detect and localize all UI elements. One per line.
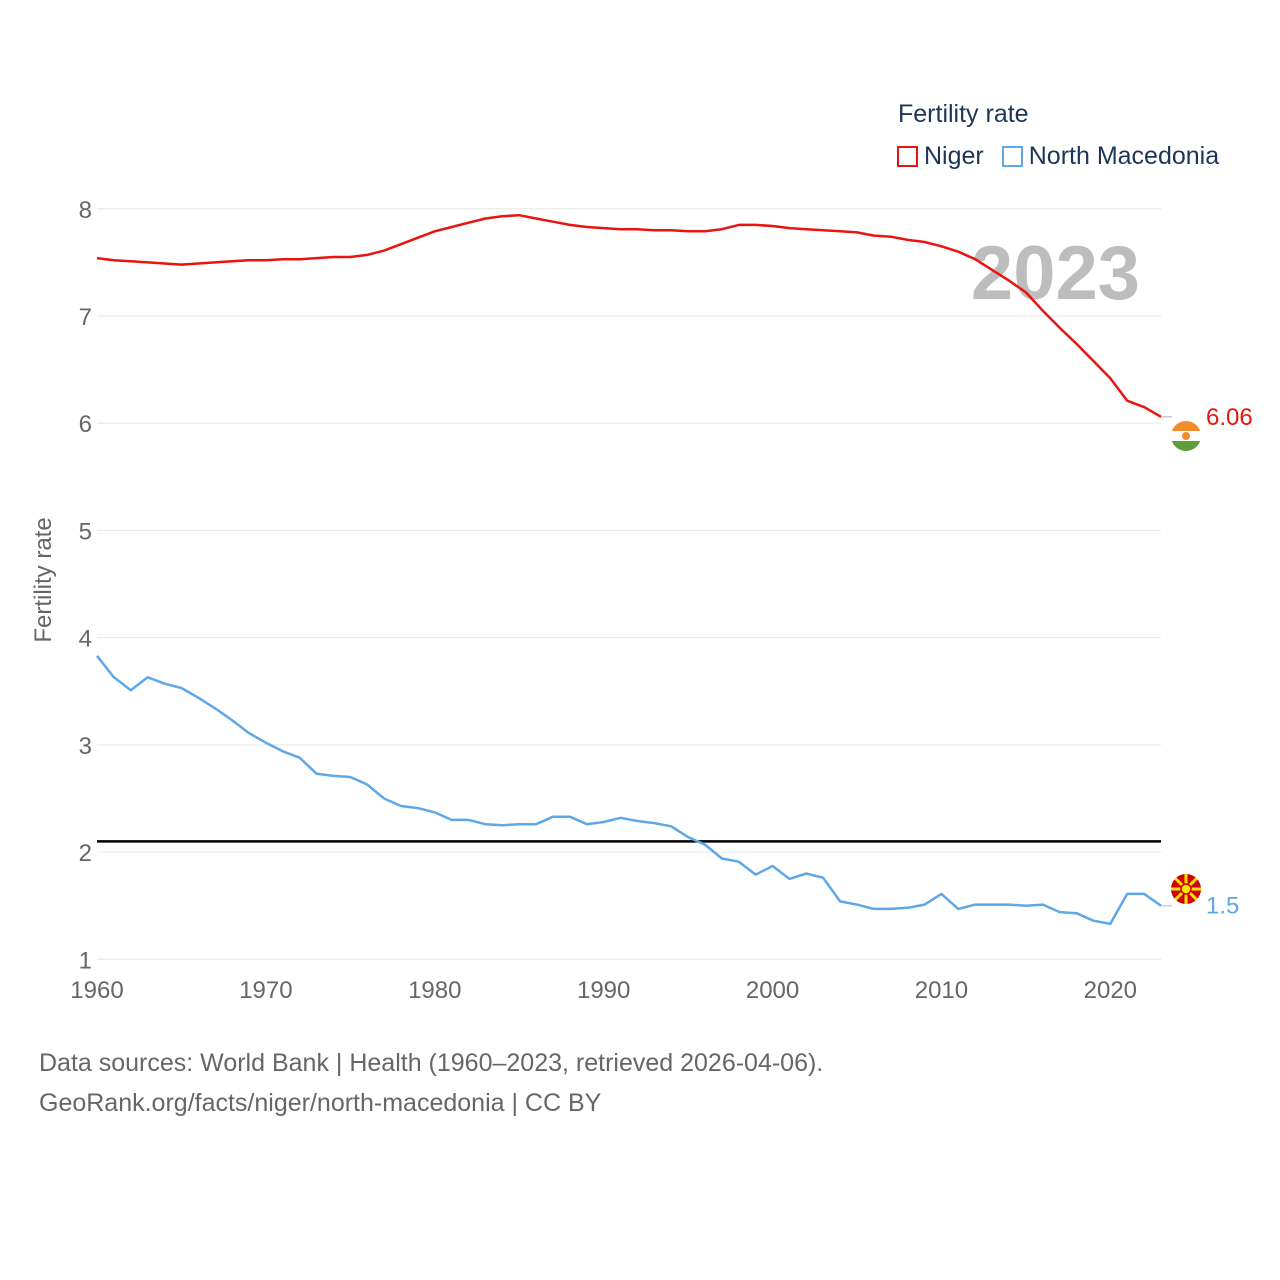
series-end-labels: 6.06 1.5 xyxy=(1206,404,1253,920)
x-axis-ticks: 1960 1970 1980 1990 2000 2010 2020 xyxy=(70,977,1137,1004)
y-tick-label: 4 xyxy=(79,626,92,653)
y-tick-label: 2 xyxy=(79,840,92,867)
x-tick-label: 2010 xyxy=(915,977,968,1004)
legend: Niger North Macedonia xyxy=(897,142,1237,171)
x-tick-label: 1980 xyxy=(408,977,461,1004)
series-line-north-macedonia xyxy=(96,655,1162,926)
legend-swatch-niger xyxy=(897,146,918,167)
legend-item-north-macedonia[interactable]: North Macedonia xyxy=(1001,142,1220,171)
x-tick-label: 1970 xyxy=(239,977,292,1004)
legend-swatch-north-macedonia xyxy=(1001,146,1023,167)
gridlines xyxy=(97,208,1161,960)
y-tick-label: 5 xyxy=(79,518,92,545)
y-axis-label: Fertility rate xyxy=(30,517,57,642)
x-tick-label: 1990 xyxy=(577,977,630,1004)
legend-title: Fertility rate xyxy=(898,100,1029,128)
end-label-north-macedonia: 1.5 xyxy=(1206,893,1239,920)
x-tick-label: 2020 xyxy=(1084,977,1137,1004)
y-tick-label: 8 xyxy=(79,197,92,224)
y-tick-label: 6 xyxy=(79,411,92,438)
data-sources: Data sources: World Bank | Health (1960–… xyxy=(39,1049,824,1077)
legend-label-niger: Niger xyxy=(924,142,984,170)
footer: Data sources: World Bank | Health (1960–… xyxy=(39,1043,823,1123)
x-tick-label: 1960 xyxy=(70,977,123,1004)
end-label-niger: 6.06 xyxy=(1206,404,1253,431)
y-tick-label: 7 xyxy=(79,304,92,331)
niger-flag-icon xyxy=(1171,421,1201,451)
series-lines xyxy=(96,213,1172,926)
series-line-niger xyxy=(96,213,1162,418)
y-tick-label: 3 xyxy=(79,733,92,760)
attribution-link[interactable]: GeoRank.org/facts/niger/north-macedonia … xyxy=(39,1089,602,1117)
y-tick-label: 1 xyxy=(79,947,92,974)
y-axis-ticks: 1 2 3 4 5 6 7 8 xyxy=(79,197,92,974)
legend-label-north-macedonia: North Macedonia xyxy=(1028,142,1220,170)
x-tick-label: 2000 xyxy=(746,977,799,1004)
north-macedonia-flag-icon xyxy=(1171,874,1201,904)
legend-item-niger[interactable]: Niger xyxy=(897,142,984,171)
